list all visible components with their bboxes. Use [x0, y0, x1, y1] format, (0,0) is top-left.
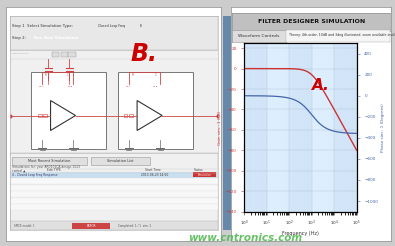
- Text: R1,B: R1,B: [68, 86, 73, 87]
- FancyBboxPatch shape: [10, 191, 218, 197]
- Text: C: C: [67, 73, 69, 77]
- FancyBboxPatch shape: [129, 114, 132, 117]
- FancyBboxPatch shape: [85, 22, 137, 30]
- FancyBboxPatch shape: [10, 16, 218, 50]
- FancyBboxPatch shape: [124, 114, 127, 117]
- Text: —————: —————: [12, 51, 30, 55]
- Text: Completed: 1 / 1  sim: 1: Completed: 1 / 1 sim: 1: [118, 224, 151, 228]
- Text: 4 - Closed Loop Freq Response: 4 - Closed Loop Freq Response: [12, 173, 58, 177]
- FancyBboxPatch shape: [10, 204, 218, 210]
- X-axis label: Frequency (Hz): Frequency (Hz): [282, 231, 319, 236]
- Text: Closed Loop Freq: Closed Loop Freq: [98, 24, 124, 28]
- FancyBboxPatch shape: [91, 157, 150, 165]
- Text: R1,A: R1,A: [39, 85, 44, 87]
- Text: control ▲: control ▲: [12, 168, 25, 172]
- Text: 2013-06-23 14:50: 2013-06-23 14:50: [141, 173, 169, 177]
- Bar: [244, 43, 267, 212]
- Text: Status: Status: [194, 168, 203, 172]
- Text: Theory: 4th-order, 10dB and 3deg illustrated, zoom available and loop control: Theory: 4th-order, 10dB and 3deg illustr…: [289, 33, 395, 37]
- FancyBboxPatch shape: [12, 157, 87, 165]
- Text: Waveform Controls: Waveform Controls: [238, 34, 280, 38]
- Text: Simulation: Simulation: [198, 173, 212, 177]
- Polygon shape: [51, 101, 75, 130]
- Text: R: R: [44, 73, 46, 77]
- Text: www.cntronics.com: www.cntronics.com: [188, 233, 302, 243]
- FancyBboxPatch shape: [10, 172, 218, 178]
- Y-axis label: Phase sim.: 1 (Degrees): Phase sim.: 1 (Degrees): [381, 103, 385, 152]
- Text: R2,A: R2,A: [126, 85, 132, 87]
- Text: Step 2:: Step 2:: [12, 36, 26, 40]
- Text: Step 1  Select Simulation Type:: Step 1 Select Simulation Type:: [12, 24, 73, 28]
- Text: Most Recent Simulation: Most Recent Simulation: [28, 159, 71, 163]
- FancyBboxPatch shape: [38, 114, 42, 117]
- Text: Start Time: Start Time: [145, 168, 161, 172]
- FancyBboxPatch shape: [10, 221, 218, 230]
- Text: - - -: - - -: [103, 147, 109, 151]
- Text: C: C: [155, 73, 157, 77]
- FancyBboxPatch shape: [68, 52, 75, 57]
- Text: R2,B: R2,B: [153, 86, 158, 87]
- Text: SPICE model: 1: SPICE model: 1: [14, 224, 35, 228]
- Text: A.: A.: [312, 78, 329, 93]
- Bar: [289, 43, 312, 212]
- FancyBboxPatch shape: [52, 52, 59, 57]
- FancyBboxPatch shape: [61, 52, 68, 57]
- Text: R: R: [132, 73, 134, 77]
- FancyBboxPatch shape: [10, 185, 218, 191]
- Text: FILTER DESIGNER SIMULATION: FILTER DESIGNER SIMULATION: [258, 19, 365, 24]
- FancyBboxPatch shape: [10, 198, 218, 204]
- FancyBboxPatch shape: [43, 114, 47, 117]
- Text: Run New Simulation: Run New Simulation: [34, 36, 78, 40]
- FancyBboxPatch shape: [10, 153, 218, 230]
- Text: B: B: [139, 24, 141, 28]
- Text: Simulations for: your AR0901CA design 1523: Simulations for: your AR0901CA design 15…: [12, 165, 80, 169]
- Polygon shape: [137, 101, 162, 130]
- FancyBboxPatch shape: [26, 34, 85, 43]
- FancyBboxPatch shape: [194, 172, 216, 177]
- Text: ERROR: ERROR: [87, 224, 96, 228]
- Text: Simulation List: Simulation List: [107, 159, 134, 163]
- FancyBboxPatch shape: [72, 223, 110, 229]
- FancyBboxPatch shape: [10, 178, 218, 184]
- FancyBboxPatch shape: [138, 22, 143, 30]
- Text: B.: B.: [131, 42, 158, 66]
- FancyBboxPatch shape: [31, 72, 106, 149]
- Text: Edit TYPE: Edit TYPE: [47, 168, 61, 172]
- FancyBboxPatch shape: [118, 72, 194, 149]
- Bar: [334, 43, 357, 212]
- Y-axis label: Gain sim.: 1 (dB): Gain sim.: 1 (dB): [218, 110, 222, 145]
